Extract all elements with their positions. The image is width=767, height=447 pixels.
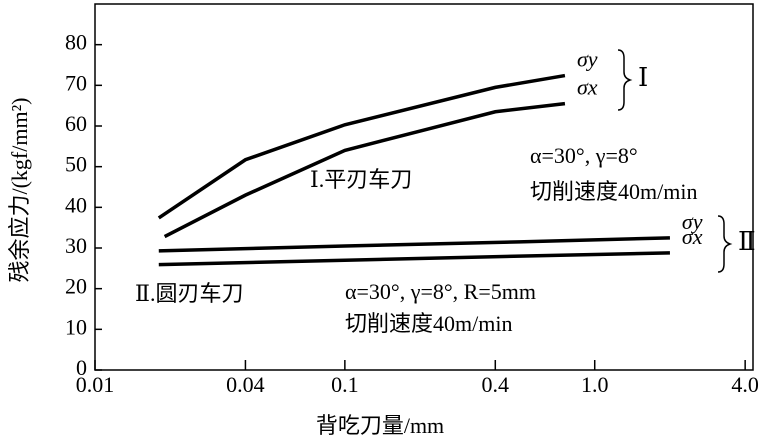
plot-frame <box>94 3 754 371</box>
line <box>163 101 566 239</box>
y-tick-label: 0 <box>76 355 87 380</box>
y-axis-label: 残余应力/(kgf/mm²) <box>7 97 32 282</box>
group-label: Ⅰ <box>638 63 648 92</box>
y-tick-label: 20 <box>65 274 87 299</box>
y-tick-label: 40 <box>65 192 87 217</box>
x-tick-label: 0.04 <box>226 372 265 397</box>
x-tick-label: 0.4 <box>482 372 510 397</box>
annotation: α=30°, γ=8°, R=5mm <box>345 279 536 304</box>
annotation: 切削速度40m/min <box>530 179 697 204</box>
y-tick-label: 60 <box>65 111 87 136</box>
line <box>158 251 670 267</box>
bracket <box>717 215 733 273</box>
x-tick-label: 4.0 <box>731 372 759 397</box>
line <box>157 73 566 220</box>
series-label: σx <box>577 75 598 100</box>
y-tick-label: 80 <box>65 30 87 55</box>
y-tick-label: 30 <box>65 233 87 258</box>
annotation: Ⅱ.圆刃车刀 <box>135 281 243 306</box>
series-label: σy <box>577 47 598 72</box>
x-tick-label: 0.1 <box>331 372 359 397</box>
line <box>158 236 670 253</box>
annotation: α=30°, γ=8° <box>530 143 638 168</box>
x-tick-label: 0.01 <box>76 372 115 397</box>
series-label: σx <box>682 224 703 249</box>
series-label: σy <box>682 209 703 234</box>
group-label: Ⅱ <box>738 227 756 256</box>
y-tick-label: 50 <box>65 152 87 177</box>
bracket <box>617 49 633 111</box>
annotation: 切削速度40m/min <box>345 311 512 336</box>
x-axis-label: 背吃刀量/mm <box>316 413 444 438</box>
y-tick-label: 70 <box>65 70 87 95</box>
y-tick-label: 10 <box>65 314 87 339</box>
annotation: Ⅰ.平刃车刀 <box>310 167 412 192</box>
x-tick-label: 1.0 <box>581 372 609 397</box>
